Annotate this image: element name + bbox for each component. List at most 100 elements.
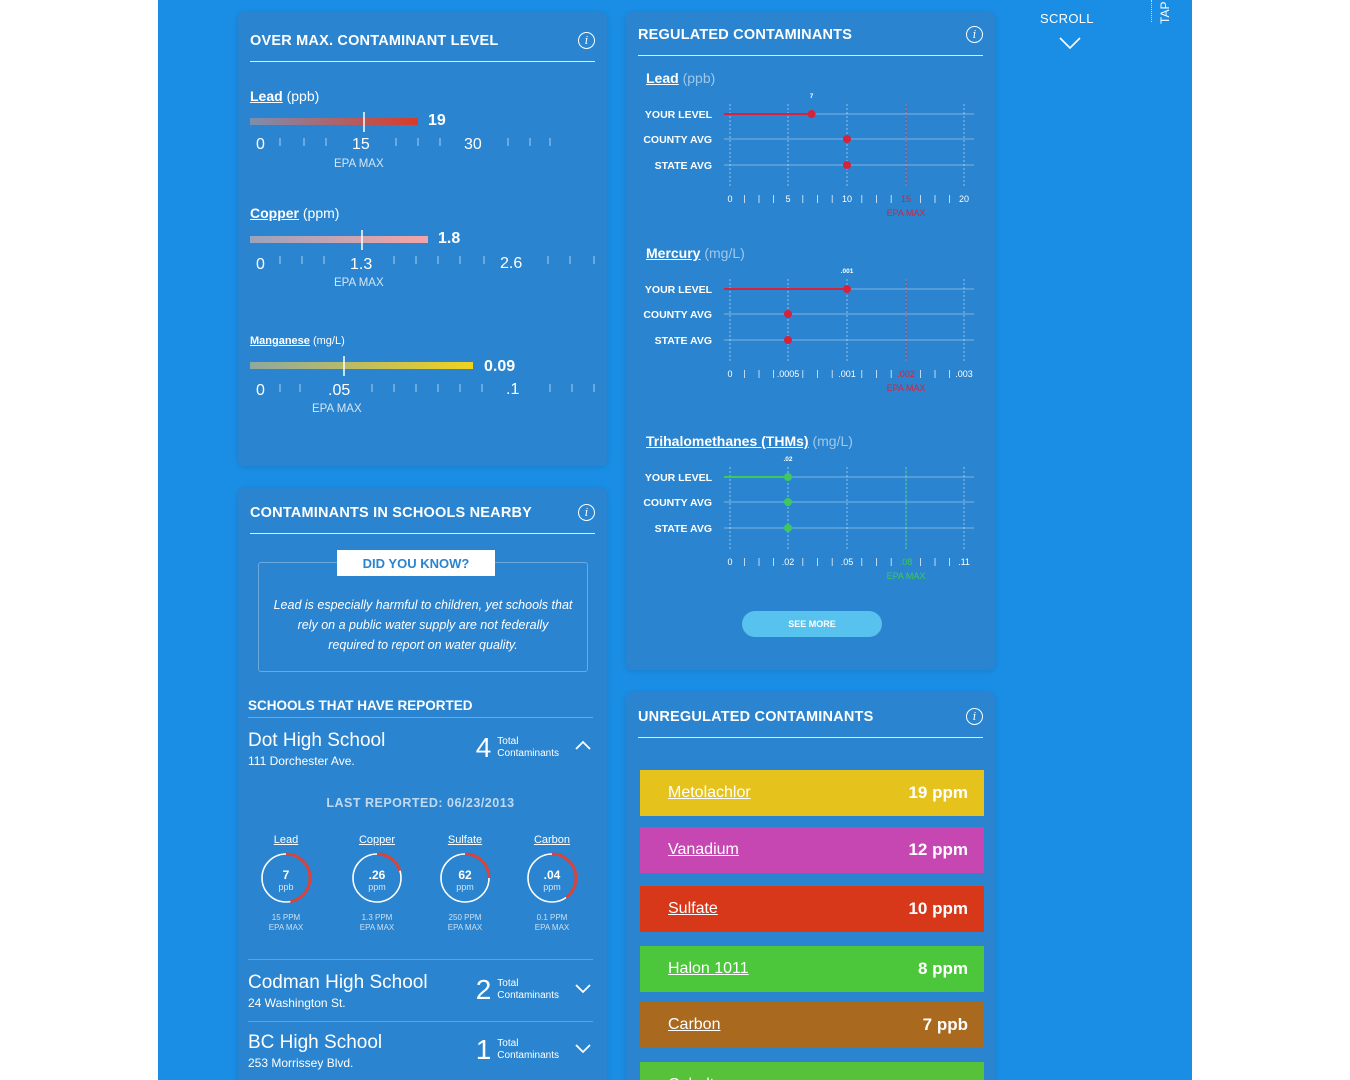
chart-title-link[interactable]: Trihalomethanes (THMs) — [646, 433, 809, 449]
unregulated-item-metolachlor[interactable]: Metolachlor 19 ppm — [640, 770, 984, 816]
item-name[interactable]: Carbon — [668, 1016, 721, 1033]
info-icon[interactable]: i — [966, 708, 983, 725]
your-level-value: .001 — [841, 268, 854, 275]
row-label: YOUR LEVEL — [645, 472, 713, 484]
copper-epa-max: EPA MAX — [334, 277, 384, 289]
schools-panel: CONTAMINANTS IN SCHOOLS NEARBY i DID YOU… — [238, 488, 607, 1080]
item-value: 8 ppm — [917, 959, 968, 978]
school-name: BC High School — [248, 1032, 383, 1053]
school-address: 111 Dorchester Ave. — [248, 754, 355, 768]
lead-link[interactable]: Lead — [250, 88, 283, 104]
gauge-unit: ppm — [368, 882, 386, 892]
item-value: 12 ppm — [908, 840, 968, 859]
regulated-chart-svg: YOUR LEVEL COUNTY AVG STATE AVG .02 0 .02 .05.… — [643, 456, 974, 581]
copper-level-bar — [250, 230, 595, 264]
gauge-label[interactable]: Lead — [273, 834, 299, 846]
tick-label: 0 — [727, 369, 732, 379]
manganese-level-bar — [250, 356, 595, 392]
epa-max-label: EPA MAX — [887, 208, 926, 218]
row-label: COUNTY AVG — [643, 497, 712, 509]
count-number: 4 — [475, 732, 492, 763]
copper-label: Copper (ppm) — [250, 205, 339, 221]
scroll-down-icon[interactable] — [1058, 34, 1082, 52]
gauge-sulfate[interactable]: Sulfate 62 ppm 250 PPM EPA MAX — [425, 834, 505, 934]
manganese-link[interactable]: Manganese — [250, 335, 310, 347]
gauge-fill — [351, 852, 403, 904]
gauge-lead[interactable]: Lead 7 ppb 15 PPM EPA MAX — [246, 834, 326, 934]
contaminants-label: Contaminants — [497, 1050, 559, 1061]
data-point-state-avg — [784, 336, 792, 344]
info-icon[interactable]: i — [966, 26, 983, 43]
chevron-up-icon[interactable] — [575, 738, 591, 754]
regulated-chart-svg: YOUR LEVEL COUNTY AVG STATE AVG 7 0 5 10 15 20 EP… — [643, 93, 974, 218]
tick-label: .08 — [900, 557, 913, 567]
info-icon[interactable]: i — [578, 32, 595, 49]
row-label: STATE AVG — [655, 335, 712, 347]
school-count: 2 Total Contaminants — [476, 974, 559, 1006]
gauge-value: .04 — [544, 868, 561, 882]
unregulated-item-vanadium[interactable]: Vanadium 12 ppm — [640, 827, 984, 873]
item-value: 7 ppb — [922, 1015, 968, 1034]
did-you-know-badge: DID YOU KNOW? — [337, 550, 495, 576]
scroll-label[interactable]: SCROLL — [1040, 11, 1094, 26]
gauge-label[interactable]: Carbon — [533, 834, 571, 846]
chevron-down-icon[interactable] — [575, 980, 591, 996]
item-name[interactable]: Metolachlor — [668, 784, 751, 801]
item-name[interactable]: Vanadium — [668, 841, 739, 858]
unregulated-item-sulfate[interactable]: Sulfate 10 ppm — [640, 886, 984, 932]
count-number: 1 — [475, 1034, 492, 1065]
school-row-codman[interactable]: Codman High School 24 Washington St. 2 T… — [248, 972, 593, 1022]
fact-text: Lead is especially harmful to children, … — [273, 598, 573, 652]
unregulated-item-cobalt[interactable]: Cobalt — [640, 1062, 984, 1080]
manganese-value: 0.09 — [484, 358, 516, 375]
lead-tick-15: 15 — [352, 136, 370, 153]
your-level-value: 7 — [810, 93, 814, 100]
lead-tick-0: 0 — [256, 136, 265, 153]
unregulated-panel: UNREGULATED CONTAMINANTS i Metolachlor 19… — [626, 692, 995, 1080]
manganese-epa-max: EPA MAX — [312, 403, 362, 415]
school-address: 253 Morrissey Blvd. — [248, 1056, 354, 1070]
copper-tick-1: 1.3 — [350, 256, 373, 273]
data-point-your-level — [784, 473, 792, 481]
gauge-max: 250 PPM — [448, 913, 482, 922]
chevron-down-icon[interactable] — [575, 1040, 591, 1056]
see-more-button[interactable]: SEE MORE — [742, 611, 882, 637]
last-reported: LAST REPORTED: 06/23/2013 — [326, 796, 515, 810]
copper-link[interactable]: Copper — [250, 205, 299, 221]
chart-unit: (mg/L) — [704, 245, 745, 261]
item-name[interactable]: Cobalt — [668, 1076, 714, 1080]
gauge-unit: ppm — [456, 882, 474, 892]
copper-value: 1.8 — [438, 230, 461, 247]
manganese-label: Manganese (mg/L) — [250, 335, 345, 347]
tick-label: .003 — [955, 369, 973, 379]
lead-value: 19 — [428, 112, 446, 129]
gauge-carbon[interactable]: Carbon .04 ppm 0.1 PPM EPA MAX — [512, 834, 592, 934]
app-canvas: OVER MAX. CONTAMINANT LEVEL i Lead (ppb)… — [158, 0, 1192, 1080]
gauge-value: .26 — [369, 868, 386, 882]
item-name[interactable]: Sulfate — [668, 900, 718, 917]
gauge-label[interactable]: Copper — [358, 834, 396, 846]
chart-title-link[interactable]: Lead — [646, 70, 679, 86]
item-value: 19 ppm — [908, 783, 968, 802]
school-row-bc[interactable]: BC High School 253 Morrissey Blvd. 1 Tot… — [248, 1032, 593, 1080]
gauge-copper[interactable]: Copper .26 ppm 1.3 PPM EPA MAX — [337, 834, 417, 934]
tick-label: .002 — [897, 369, 915, 379]
unregulated-item-halon-1011[interactable]: Halon 1011 8 ppm — [640, 946, 984, 992]
gauge-label[interactable]: Sulfate — [447, 834, 483, 846]
data-point-your-level — [843, 285, 851, 293]
data-point-state-avg — [843, 161, 851, 169]
regulated-header: REGULATED CONTAMINANTS i — [638, 14, 983, 56]
chart-title-link[interactable]: Mercury — [646, 245, 701, 261]
tap-divider — [1151, 0, 1152, 22]
count-number: 2 — [475, 974, 492, 1005]
info-icon[interactable]: i — [578, 504, 595, 521]
item-name[interactable]: Halon 1011 — [668, 960, 749, 977]
contaminants-label: Contaminants — [497, 748, 559, 759]
school-row-dot[interactable]: Dot High School 111 Dorchester Ave. 4 To… — [248, 730, 593, 960]
unregulated-header: UNREGULATED CONTAMINANTS i — [638, 696, 983, 738]
tap-label[interactable]: TAP — [1158, 1, 1172, 24]
row-label: STATE AVG — [655, 523, 712, 535]
unregulated-item-carbon[interactable]: Carbon 7 ppb — [640, 1002, 984, 1048]
